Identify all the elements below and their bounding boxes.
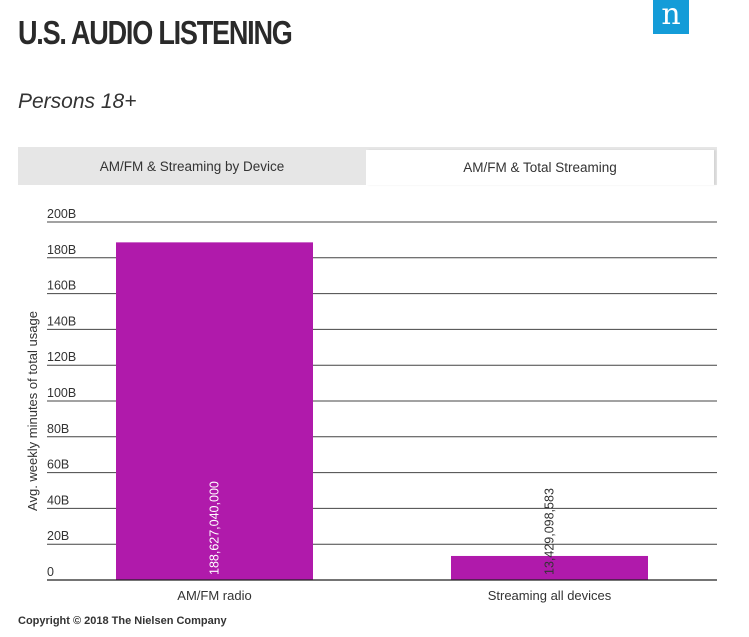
y-tick-label: 180B [47, 243, 76, 257]
nielsen-logo: n [653, 0, 689, 34]
y-tick-label: 200B [47, 207, 76, 221]
tab-label: AM/FM & Total Streaming [463, 160, 617, 175]
copyright-footer: Copyright © 2018 The Nielsen Company [18, 615, 227, 627]
y-tick-label: 100B [47, 386, 76, 400]
page-title: U.S. AUDIO LISTENING [18, 14, 293, 51]
x-tick-label: AM/FM radio [177, 588, 251, 603]
y-tick-label: 120B [47, 350, 76, 364]
bar [451, 555, 648, 580]
tab-total-streaming[interactable]: AM/FM & Total Streaming [366, 150, 714, 185]
y-tick-label: 140B [47, 314, 76, 328]
y-tick-label: 0 [47, 565, 54, 579]
y-tick-label: 160B [47, 279, 76, 293]
data-label: 188,627,040,000 [208, 481, 222, 575]
y-axis-label: Avg. weekly minutes of total usage [25, 311, 40, 511]
chart-tabs: AM/FM & Streaming by Device AM/FM & Tota… [18, 147, 717, 185]
y-tick-label: 80B [47, 422, 69, 436]
bar [116, 242, 313, 580]
x-tick-label: Streaming all devices [488, 588, 612, 603]
page-subtitle: Persons 18+ [18, 90, 137, 113]
y-tick-label: 40B [47, 493, 69, 507]
tab-streaming-by-device[interactable]: AM/FM & Streaming by Device [18, 147, 366, 185]
tab-label: AM/FM & Streaming by Device [99, 158, 285, 174]
y-tick-label: 60B [47, 458, 69, 472]
logo-letter: n [661, 0, 681, 32]
data-label: 13,429,098,583 [543, 488, 557, 575]
y-tick-label: 20B [47, 529, 69, 543]
